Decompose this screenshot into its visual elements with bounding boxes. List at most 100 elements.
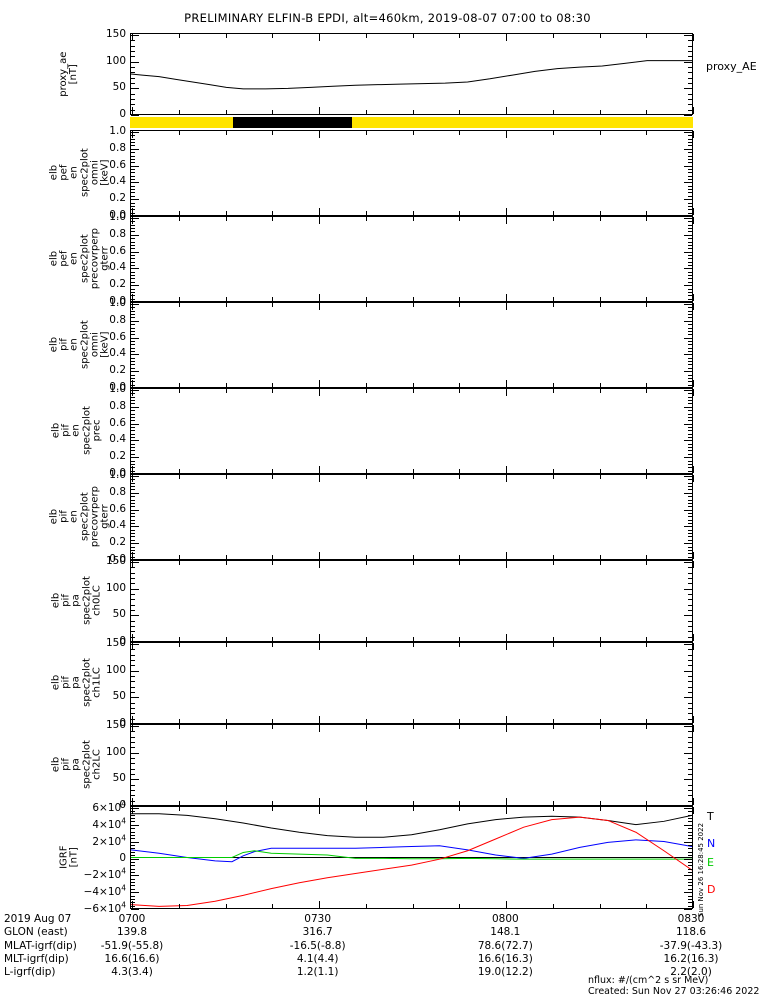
axis-tick <box>131 407 139 408</box>
y-tick-label: 0.6 <box>109 244 126 257</box>
axis-tick <box>131 726 139 727</box>
axis-tick <box>413 34 414 38</box>
axis-tick <box>131 255 135 256</box>
axis-tick <box>131 361 135 362</box>
axis-tick <box>688 503 692 504</box>
axis-tick <box>693 466 694 473</box>
axis-tick <box>131 430 135 431</box>
axis-tick <box>688 51 692 52</box>
axis-tick <box>131 51 135 52</box>
axis-tick <box>688 506 692 507</box>
axis-tick <box>459 34 460 38</box>
axis-tick <box>688 660 692 661</box>
y-tick-label: 150 <box>105 718 126 731</box>
axis-tick <box>688 692 692 693</box>
bottom-cell: 78.6(72.7) <box>477 939 533 952</box>
bottom-cell: 2.2(2.0) <box>670 966 712 979</box>
axis-tick <box>131 427 135 428</box>
axis-tick <box>688 496 692 497</box>
axis-tick <box>131 644 139 645</box>
axis-tick <box>131 94 135 95</box>
axis-tick <box>131 317 135 318</box>
panel-elb_pif_pa_spec2plot_ch1LC <box>130 642 694 725</box>
axis-tick <box>688 203 692 204</box>
axis-tick <box>459 389 460 393</box>
axis-tick <box>131 289 135 290</box>
axis-tick <box>688 567 692 568</box>
series-canvas <box>131 60 692 90</box>
axis-tick <box>688 902 692 903</box>
axis-tick <box>688 906 692 907</box>
axis-tick <box>413 801 414 805</box>
axis-tick <box>413 475 414 479</box>
axis-tick <box>688 676 692 677</box>
panel-elb_pif_en_spec2plot_prec <box>130 388 694 475</box>
axis-tick <box>131 149 135 150</box>
axis-tick <box>688 818 692 819</box>
axis-tick <box>131 324 135 325</box>
axis-tick <box>688 272 692 273</box>
axis-tick <box>688 62 692 63</box>
axis-tick <box>688 899 692 900</box>
axis-tick <box>600 469 601 473</box>
axis-tick <box>600 383 601 387</box>
axis-tick <box>131 637 135 638</box>
axis-tick <box>688 115 692 116</box>
axis-tick <box>131 862 135 863</box>
axis-tick <box>131 328 135 329</box>
axis-tick <box>688 321 692 322</box>
axis-tick <box>506 634 507 641</box>
axis-tick <box>366 807 367 811</box>
axis-tick <box>688 859 692 860</box>
axis-tick <box>688 557 692 558</box>
axis-tick <box>131 845 135 846</box>
axis-tick <box>688 450 692 451</box>
axis-tick <box>131 299 135 300</box>
axis-tick <box>688 99 692 100</box>
axis-tick <box>131 242 135 243</box>
y-tick-label: 0.4 <box>109 432 126 445</box>
axis-tick <box>131 218 139 219</box>
axis-tick <box>459 475 460 479</box>
axis-tick <box>131 417 135 418</box>
axis-tick <box>131 132 139 133</box>
axis-tick <box>226 555 227 559</box>
axis-tick <box>131 182 139 183</box>
y-tick-label: 0.2 <box>109 535 126 548</box>
axis-tick <box>688 231 692 232</box>
axis-tick <box>646 211 647 215</box>
axis-tick <box>131 331 135 332</box>
axis-tick <box>688 516 692 517</box>
y-tick-label: −2×104 <box>83 866 126 881</box>
y-tick-label: 0.2 <box>109 277 126 290</box>
axis-tick <box>366 904 367 908</box>
axis-tick <box>131 231 135 232</box>
axis-tick <box>131 708 135 709</box>
axis-tick <box>131 801 135 802</box>
axis-tick <box>272 561 273 565</box>
bottom-row-label: L-igrf(dip) <box>4 966 56 979</box>
axis-tick <box>131 562 135 563</box>
axis-tick <box>688 354 692 355</box>
axis-tick <box>131 483 135 484</box>
axis-tick <box>688 726 692 727</box>
y-tick-label: 0.0 <box>109 208 126 221</box>
axis-tick <box>688 348 692 349</box>
bottom-cell: 16.6(16.6) <box>104 952 160 965</box>
series-line-proxy_AE <box>131 60 692 90</box>
axis-tick <box>179 801 180 805</box>
axis-tick <box>688 375 692 376</box>
axis-tick <box>553 110 554 114</box>
axis-tick <box>553 389 554 393</box>
axis-tick <box>131 444 135 445</box>
axis-tick <box>131 156 135 157</box>
axis-tick <box>131 397 135 398</box>
axis-tick <box>272 34 273 38</box>
axis-tick <box>131 513 135 514</box>
y-tick-label: 6×104 <box>92 799 126 814</box>
axis-tick <box>688 644 692 645</box>
axis-tick <box>600 725 601 729</box>
axis-tick <box>272 475 273 479</box>
bottom-row-label: 2019 Aug 07 <box>4 913 72 925</box>
axis-tick <box>600 561 601 565</box>
